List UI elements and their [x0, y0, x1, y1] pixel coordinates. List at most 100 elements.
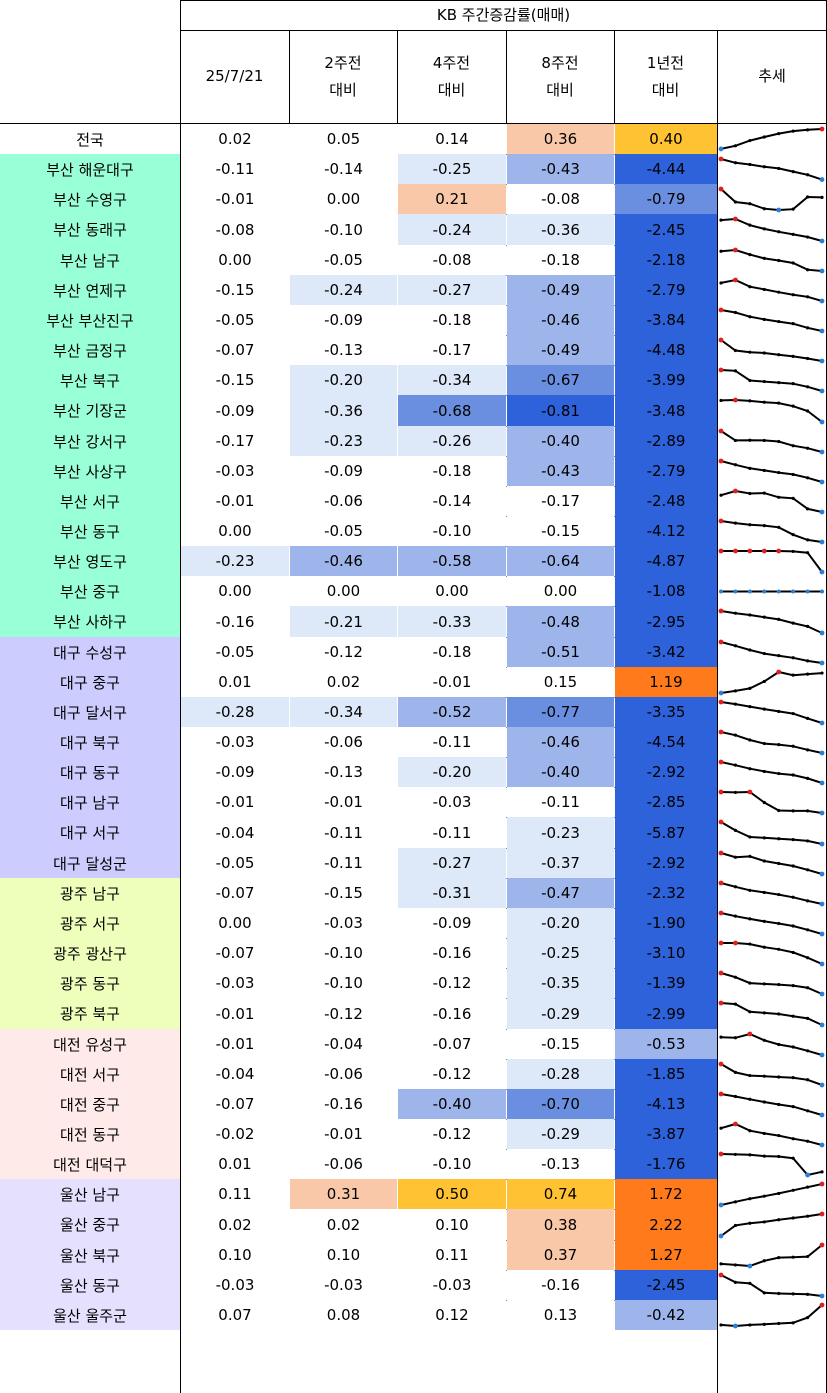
value-8w: -0.29 — [507, 1119, 614, 1149]
value-2w: -0.06 — [290, 727, 397, 757]
trend-point — [805, 507, 810, 511]
value-8w: -0.48 — [507, 606, 614, 637]
value-4w: 0.50 — [398, 1179, 506, 1209]
value-1y: -3.87 — [615, 1119, 717, 1149]
value-2w: -0.09 — [290, 305, 397, 335]
trend-point — [777, 525, 781, 529]
value-date: -0.15 — [181, 365, 289, 395]
trend-point — [791, 773, 795, 777]
trend-point — [791, 589, 796, 594]
trend-point — [762, 859, 766, 863]
trend-point — [733, 348, 738, 353]
trend-line — [720, 489, 823, 513]
trend-line — [720, 1093, 823, 1116]
trend-point — [805, 809, 810, 813]
trend-point — [791, 1076, 795, 1080]
trend-point — [791, 1045, 795, 1049]
trend-line — [720, 731, 823, 754]
value-2w: 0.10 — [290, 1240, 397, 1270]
trend-point — [762, 351, 766, 355]
value-8w: -0.46 — [507, 727, 614, 757]
value-8w: -0.35 — [507, 968, 614, 998]
trend-point — [777, 982, 781, 987]
value-date: -0.28 — [181, 697, 289, 727]
value-4w: -0.20 — [398, 757, 506, 787]
trend-sparkline — [718, 156, 825, 182]
trend-line — [720, 1122, 823, 1146]
trend-sparkline — [718, 1272, 825, 1299]
trend-point — [718, 690, 724, 696]
trend-point — [776, 207, 782, 213]
trend-point — [777, 381, 781, 385]
trend-point — [748, 767, 752, 771]
trend-point — [733, 144, 738, 148]
trend-point — [777, 1256, 781, 1260]
value-date: -0.09 — [181, 757, 289, 787]
value-date: 0.02 — [181, 124, 289, 154]
trend-point — [819, 388, 825, 394]
trend-point — [733, 488, 738, 494]
trend-point — [748, 854, 752, 858]
value-1y: -4.87 — [615, 546, 717, 576]
trend-line — [720, 1244, 823, 1268]
value-8w: -0.36 — [507, 214, 614, 245]
trend-point — [805, 409, 810, 413]
trend-point — [718, 639, 724, 645]
value-8w: 0.13 — [507, 1300, 614, 1330]
trend-point — [762, 1011, 766, 1015]
trend-sparkline — [718, 759, 825, 786]
region-label: 대구 수성구 — [0, 637, 180, 667]
trend-point — [719, 493, 723, 497]
value-8w: -0.40 — [507, 426, 614, 456]
trend-line — [720, 972, 823, 995]
trend-point — [819, 810, 825, 816]
trend-point — [791, 1156, 795, 1160]
value-2w: -0.06 — [290, 486, 397, 516]
trend-point — [777, 353, 781, 357]
value-4w: -0.09 — [398, 908, 506, 938]
value-date: -0.03 — [181, 968, 289, 998]
value-8w: -0.18 — [507, 245, 614, 275]
trend-point — [805, 589, 810, 594]
trend-point — [791, 1292, 795, 1296]
grid-line — [614, 30, 615, 124]
value-8w: -0.29 — [507, 998, 614, 1029]
value-4w: -0.58 — [398, 546, 506, 576]
value-date: 0.02 — [181, 1209, 289, 1240]
trend-line — [720, 761, 823, 784]
trend-point — [819, 569, 825, 575]
value-1y: -2.89 — [615, 426, 717, 456]
trend-point — [819, 328, 825, 334]
trend-sparkline — [718, 458, 825, 485]
trend-point — [791, 1255, 795, 1259]
region-label: 대구 남구 — [0, 787, 180, 817]
trend-sparkline — [718, 428, 825, 455]
trend-point — [762, 317, 766, 322]
trend-point — [777, 837, 781, 841]
value-2w: 0.00 — [290, 576, 397, 606]
trend-point — [819, 177, 825, 182]
trend-point — [718, 156, 724, 162]
trend-sparkline — [718, 307, 825, 334]
value-2w: -0.09 — [290, 456, 397, 486]
trend-point — [748, 378, 752, 383]
value-8w: -0.49 — [507, 275, 614, 305]
trend-point — [777, 1321, 781, 1326]
value-8w: -0.64 — [507, 546, 614, 576]
trend-point — [762, 165, 766, 169]
trend-point — [762, 1074, 766, 1078]
trend-line — [720, 128, 823, 150]
trend-point — [791, 809, 795, 813]
trend-point — [791, 496, 795, 500]
trend-point — [718, 789, 724, 795]
value-4w: -0.10 — [398, 1149, 506, 1179]
trend-point — [748, 253, 752, 257]
trend-point — [777, 1191, 781, 1196]
trend-point — [718, 1151, 724, 1157]
value-1y: 1.72 — [615, 1179, 717, 1209]
trend-line — [720, 1304, 823, 1328]
value-1y: -2.92 — [615, 848, 717, 878]
value-1y: -3.99 — [615, 365, 717, 395]
value-2w: -0.23 — [290, 426, 397, 456]
trend-sparkline — [718, 910, 825, 937]
